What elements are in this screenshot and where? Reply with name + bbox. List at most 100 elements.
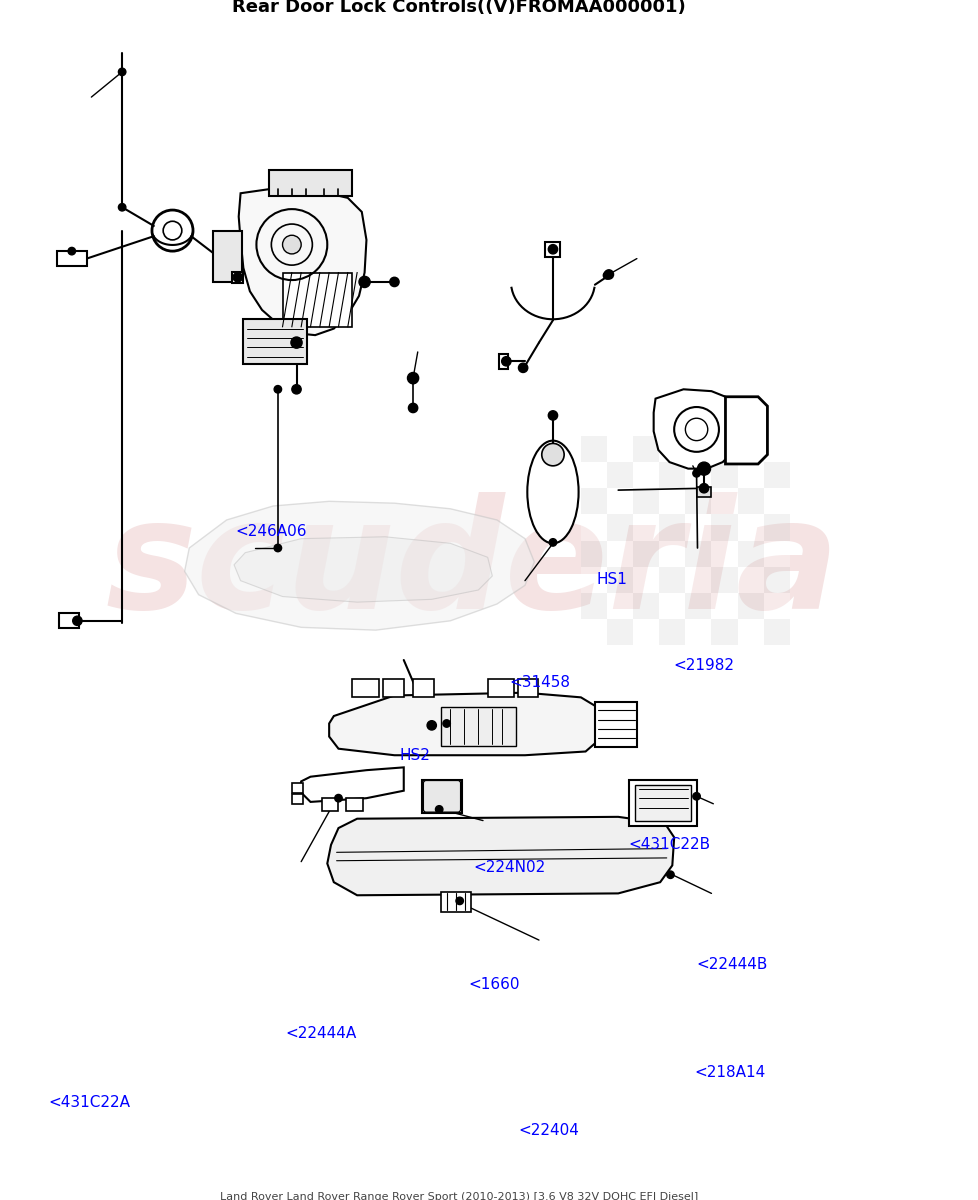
Circle shape <box>118 68 126 76</box>
Text: <431C22A: <431C22A <box>48 1096 130 1110</box>
Bar <box>580 540 606 566</box>
Circle shape <box>666 871 674 878</box>
Bar <box>658 566 685 593</box>
Bar <box>606 488 633 515</box>
Circle shape <box>603 270 613 280</box>
Bar <box>59 613 79 629</box>
Bar <box>633 436 658 462</box>
Bar <box>633 488 658 515</box>
Bar <box>711 540 736 566</box>
Bar <box>658 515 685 540</box>
Circle shape <box>435 805 442 814</box>
Bar <box>606 566 633 593</box>
Text: <22404: <22404 <box>518 1123 579 1138</box>
Circle shape <box>699 485 707 492</box>
Bar <box>696 487 711 497</box>
Circle shape <box>274 545 282 552</box>
Circle shape <box>692 469 699 478</box>
Bar <box>685 566 711 593</box>
Polygon shape <box>653 389 738 469</box>
Bar <box>633 540 658 566</box>
Bar <box>658 462 685 488</box>
Bar <box>736 436 763 462</box>
Bar <box>685 619 711 646</box>
Bar <box>580 462 606 488</box>
Bar <box>685 515 711 540</box>
Bar <box>711 488 736 515</box>
Bar <box>711 436 736 462</box>
Circle shape <box>426 721 436 730</box>
Circle shape <box>548 410 557 420</box>
Bar <box>633 593 658 619</box>
Bar <box>595 702 637 746</box>
Bar <box>57 251 87 266</box>
Bar <box>763 515 789 540</box>
Bar <box>580 515 606 540</box>
Bar <box>633 515 658 540</box>
Bar <box>763 566 789 593</box>
FancyBboxPatch shape <box>422 780 461 812</box>
Bar <box>658 619 685 646</box>
Circle shape <box>518 364 527 372</box>
Bar <box>685 540 711 566</box>
Bar <box>345 798 363 811</box>
Circle shape <box>233 272 243 282</box>
Circle shape <box>501 356 511 366</box>
Circle shape <box>696 462 710 475</box>
Circle shape <box>274 385 282 394</box>
Polygon shape <box>185 502 534 630</box>
Circle shape <box>692 792 699 800</box>
Circle shape <box>291 385 301 394</box>
Circle shape <box>334 794 342 802</box>
Circle shape <box>68 247 75 254</box>
Text: Land Rover Land Rover Range Rover Sport (2010-2013) [3.6 V8 32V DOHC EFI Diesel]: Land Rover Land Rover Range Rover Sport … <box>219 1192 697 1200</box>
Circle shape <box>359 276 370 288</box>
Bar <box>736 488 763 515</box>
Ellipse shape <box>527 440 578 544</box>
Bar <box>685 462 711 488</box>
Bar <box>763 436 789 462</box>
Bar <box>633 619 658 646</box>
Circle shape <box>407 372 419 384</box>
Text: <218A14: <218A14 <box>694 1064 765 1080</box>
Text: <1660: <1660 <box>467 977 519 992</box>
Bar <box>422 780 461 814</box>
Bar <box>736 515 763 540</box>
Text: <31458: <31458 <box>509 674 570 690</box>
Bar <box>633 462 658 488</box>
Circle shape <box>409 377 417 384</box>
Bar <box>352 679 378 697</box>
Circle shape <box>283 235 301 254</box>
Bar <box>635 785 690 821</box>
Bar <box>499 354 508 368</box>
Bar <box>736 540 763 566</box>
Text: <224N02: <224N02 <box>472 859 545 875</box>
Bar <box>685 593 711 619</box>
Bar <box>711 593 736 619</box>
Polygon shape <box>239 188 366 335</box>
Bar <box>658 593 685 619</box>
Bar <box>606 593 633 619</box>
Bar <box>763 462 789 488</box>
Bar <box>545 241 559 257</box>
Text: HS1: HS1 <box>596 572 627 587</box>
Bar <box>606 462 633 488</box>
Bar <box>658 540 685 566</box>
Bar <box>658 436 685 462</box>
Polygon shape <box>299 767 403 802</box>
Bar <box>736 593 763 619</box>
Circle shape <box>602 271 610 280</box>
Circle shape <box>290 337 302 348</box>
Bar <box>382 679 403 697</box>
Bar <box>763 540 789 566</box>
Text: <21982: <21982 <box>673 658 734 673</box>
Bar <box>268 170 352 196</box>
Text: HS2: HS2 <box>399 748 430 763</box>
Bar <box>212 230 243 282</box>
Bar <box>487 679 513 697</box>
Polygon shape <box>329 692 599 755</box>
Text: <22444A: <22444A <box>286 1026 357 1040</box>
Bar <box>322 798 338 811</box>
Text: <22444B: <22444B <box>696 958 767 972</box>
Bar <box>685 436 711 462</box>
